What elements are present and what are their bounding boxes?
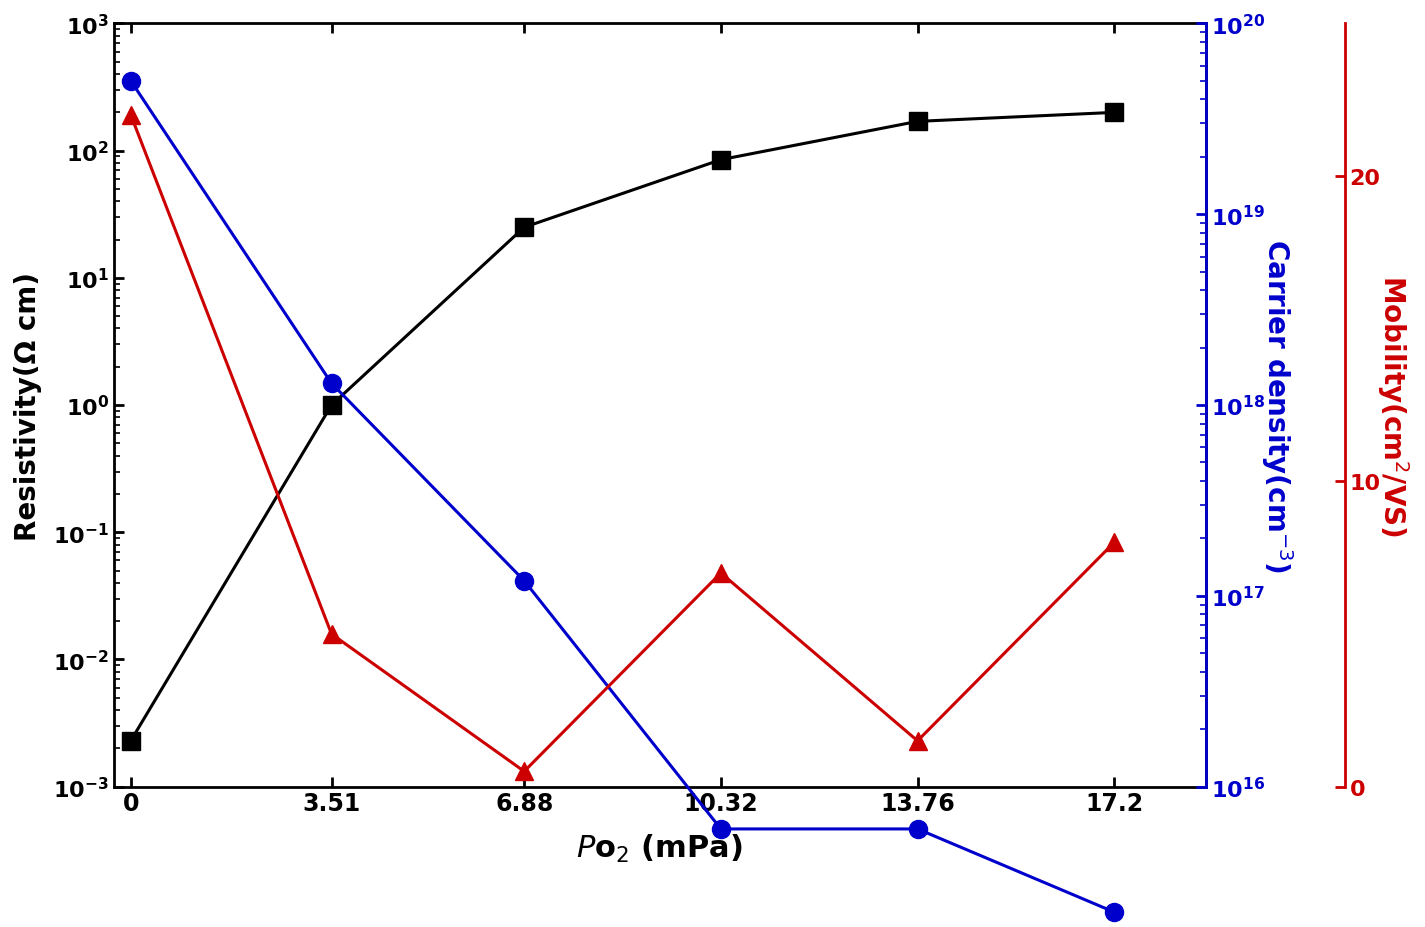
Y-axis label: Resistivity(Ω cm): Resistivity(Ω cm) — [14, 272, 41, 540]
Y-axis label: Carrier density(cm$^{-3}$): Carrier density(cm$^{-3}$) — [1260, 239, 1295, 573]
X-axis label: $\mathit{P}$o$_{2}$ (mPa): $\mathit{P}$o$_{2}$ (mPa) — [576, 832, 742, 864]
Y-axis label: Mobility(cm$^{2}$/VS): Mobility(cm$^{2}$/VS) — [1375, 274, 1411, 537]
